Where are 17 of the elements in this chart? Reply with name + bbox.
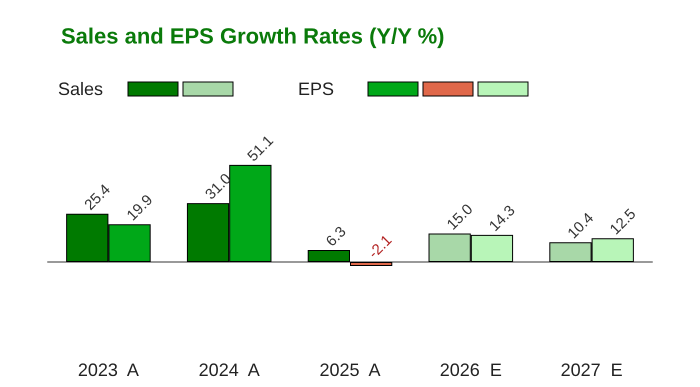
chart-title: Sales and EPS Growth Rates (Y/Y %) (61, 24, 444, 48)
x-tick-label: 2023 A (78, 360, 139, 380)
data-label: 19.9 (124, 192, 156, 224)
data-label: 15.0 (444, 200, 476, 234)
data-label: 6.3 (322, 223, 350, 250)
bar (350, 262, 392, 266)
x-tick-label: 2027 E (560, 360, 623, 380)
data-label: -2.1 (365, 232, 396, 262)
legend-label: EPS (298, 79, 334, 99)
data-label: 10.4 (564, 210, 598, 242)
x-tick-label: 2026 E (440, 360, 502, 380)
data-label: 51.1 (244, 132, 277, 165)
x-tick-label: 2025 A (319, 360, 381, 380)
bar (308, 250, 350, 262)
x-tick-label: 2024 A (198, 360, 260, 380)
data-label: 31.0 (202, 170, 235, 204)
legend-label: Sales (58, 79, 104, 99)
